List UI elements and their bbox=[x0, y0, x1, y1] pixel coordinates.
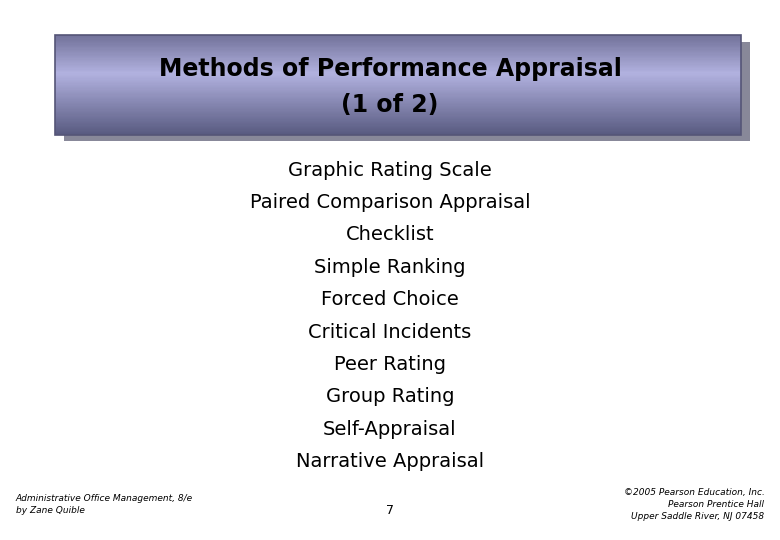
FancyBboxPatch shape bbox=[55, 41, 741, 43]
FancyBboxPatch shape bbox=[55, 94, 741, 96]
FancyBboxPatch shape bbox=[55, 132, 741, 134]
FancyBboxPatch shape bbox=[55, 57, 741, 59]
FancyBboxPatch shape bbox=[55, 67, 741, 69]
FancyBboxPatch shape bbox=[55, 122, 741, 124]
Text: 7: 7 bbox=[386, 504, 394, 517]
FancyBboxPatch shape bbox=[55, 87, 741, 89]
FancyBboxPatch shape bbox=[55, 97, 741, 99]
FancyBboxPatch shape bbox=[55, 118, 741, 120]
FancyBboxPatch shape bbox=[55, 131, 741, 132]
FancyBboxPatch shape bbox=[55, 35, 741, 36]
FancyBboxPatch shape bbox=[55, 50, 741, 51]
FancyBboxPatch shape bbox=[64, 42, 750, 141]
FancyBboxPatch shape bbox=[55, 123, 741, 125]
Text: (1 of 2): (1 of 2) bbox=[342, 93, 438, 117]
FancyBboxPatch shape bbox=[55, 114, 741, 116]
Text: Pearson Prentice Hall: Pearson Prentice Hall bbox=[668, 500, 764, 509]
FancyBboxPatch shape bbox=[55, 73, 741, 75]
FancyBboxPatch shape bbox=[55, 46, 741, 48]
FancyBboxPatch shape bbox=[55, 43, 741, 45]
Text: Self-Appraisal: Self-Appraisal bbox=[323, 420, 457, 439]
FancyBboxPatch shape bbox=[55, 70, 741, 71]
FancyBboxPatch shape bbox=[55, 79, 741, 82]
Text: Peer Rating: Peer Rating bbox=[334, 355, 446, 374]
FancyBboxPatch shape bbox=[55, 47, 741, 49]
FancyBboxPatch shape bbox=[55, 77, 741, 79]
FancyBboxPatch shape bbox=[55, 126, 741, 127]
Text: Paired Comparison Appraisal: Paired Comparison Appraisal bbox=[250, 193, 530, 212]
FancyBboxPatch shape bbox=[55, 42, 741, 44]
FancyBboxPatch shape bbox=[55, 45, 741, 46]
FancyBboxPatch shape bbox=[55, 117, 741, 119]
FancyBboxPatch shape bbox=[55, 127, 741, 129]
Text: by Zane Quible: by Zane Quible bbox=[16, 506, 84, 515]
FancyBboxPatch shape bbox=[55, 83, 741, 85]
FancyBboxPatch shape bbox=[55, 107, 741, 109]
FancyBboxPatch shape bbox=[55, 93, 741, 95]
FancyBboxPatch shape bbox=[55, 55, 741, 56]
FancyBboxPatch shape bbox=[55, 38, 741, 40]
FancyBboxPatch shape bbox=[55, 112, 741, 114]
FancyBboxPatch shape bbox=[55, 51, 741, 52]
FancyBboxPatch shape bbox=[55, 92, 741, 94]
FancyBboxPatch shape bbox=[55, 68, 741, 70]
FancyBboxPatch shape bbox=[55, 102, 741, 104]
FancyBboxPatch shape bbox=[55, 101, 741, 103]
FancyBboxPatch shape bbox=[55, 48, 741, 50]
FancyBboxPatch shape bbox=[55, 105, 741, 106]
FancyBboxPatch shape bbox=[55, 103, 741, 105]
FancyBboxPatch shape bbox=[55, 56, 741, 58]
FancyBboxPatch shape bbox=[55, 130, 741, 131]
FancyBboxPatch shape bbox=[55, 119, 741, 122]
Text: Group Rating: Group Rating bbox=[326, 387, 454, 407]
FancyBboxPatch shape bbox=[55, 75, 741, 76]
FancyBboxPatch shape bbox=[55, 84, 741, 86]
FancyBboxPatch shape bbox=[55, 116, 741, 118]
FancyBboxPatch shape bbox=[55, 71, 741, 72]
Text: Administrative Office Management, 8/e: Administrative Office Management, 8/e bbox=[16, 494, 193, 503]
Text: Checklist: Checklist bbox=[346, 225, 434, 245]
FancyBboxPatch shape bbox=[55, 81, 741, 83]
FancyBboxPatch shape bbox=[55, 110, 741, 111]
FancyBboxPatch shape bbox=[55, 124, 741, 126]
FancyBboxPatch shape bbox=[55, 66, 741, 68]
FancyBboxPatch shape bbox=[55, 76, 741, 78]
FancyBboxPatch shape bbox=[55, 98, 741, 100]
FancyBboxPatch shape bbox=[55, 62, 741, 64]
FancyBboxPatch shape bbox=[55, 128, 741, 130]
FancyBboxPatch shape bbox=[55, 59, 741, 62]
FancyBboxPatch shape bbox=[55, 39, 741, 42]
FancyBboxPatch shape bbox=[55, 106, 741, 107]
FancyBboxPatch shape bbox=[55, 36, 741, 38]
FancyBboxPatch shape bbox=[55, 90, 741, 91]
FancyBboxPatch shape bbox=[55, 72, 741, 74]
FancyBboxPatch shape bbox=[55, 121, 741, 123]
FancyBboxPatch shape bbox=[55, 108, 741, 110]
Text: Methods of Performance Appraisal: Methods of Performance Appraisal bbox=[158, 57, 622, 81]
FancyBboxPatch shape bbox=[55, 37, 741, 39]
FancyBboxPatch shape bbox=[55, 52, 741, 54]
FancyBboxPatch shape bbox=[55, 133, 741, 135]
FancyBboxPatch shape bbox=[55, 96, 741, 98]
FancyBboxPatch shape bbox=[55, 113, 741, 115]
FancyBboxPatch shape bbox=[55, 61, 741, 63]
Text: Upper Saddle River, NJ 07458: Upper Saddle River, NJ 07458 bbox=[631, 512, 764, 521]
FancyBboxPatch shape bbox=[55, 91, 741, 92]
FancyBboxPatch shape bbox=[55, 53, 741, 55]
FancyBboxPatch shape bbox=[55, 63, 741, 65]
FancyBboxPatch shape bbox=[55, 86, 741, 87]
FancyBboxPatch shape bbox=[55, 99, 741, 102]
FancyBboxPatch shape bbox=[55, 78, 741, 80]
FancyBboxPatch shape bbox=[55, 58, 741, 60]
Text: Narrative Appraisal: Narrative Appraisal bbox=[296, 452, 484, 471]
FancyBboxPatch shape bbox=[55, 88, 741, 90]
FancyBboxPatch shape bbox=[55, 82, 741, 84]
Text: Forced Choice: Forced Choice bbox=[321, 290, 459, 309]
Text: Critical Incidents: Critical Incidents bbox=[308, 322, 472, 342]
Text: Graphic Rating Scale: Graphic Rating Scale bbox=[288, 160, 492, 180]
Text: Simple Ranking: Simple Ranking bbox=[314, 258, 466, 277]
Text: ©2005 Pearson Education, Inc.: ©2005 Pearson Education, Inc. bbox=[623, 488, 764, 497]
FancyBboxPatch shape bbox=[55, 111, 741, 112]
FancyBboxPatch shape bbox=[55, 64, 741, 66]
